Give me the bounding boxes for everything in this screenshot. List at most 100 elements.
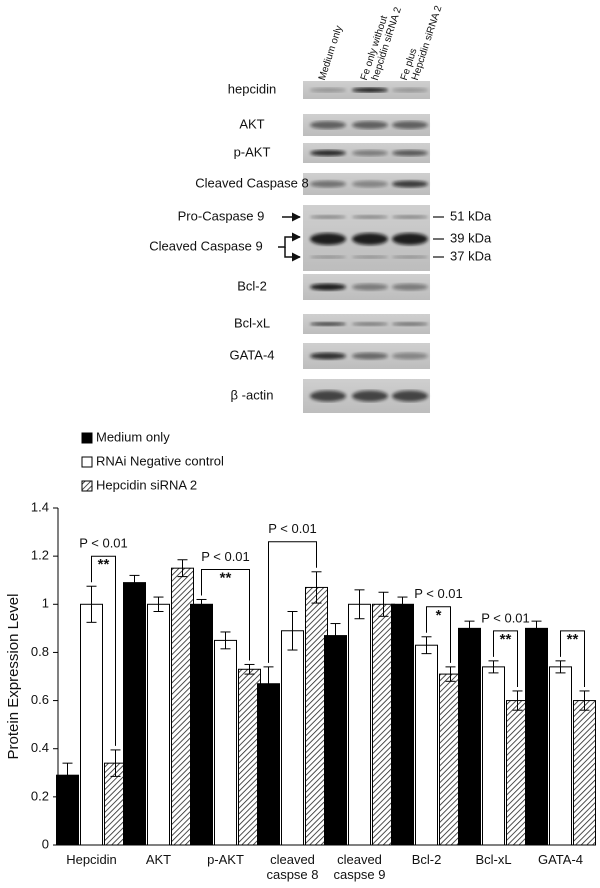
bar (324, 635, 347, 846)
bar (348, 603, 371, 846)
bar (214, 639, 237, 846)
y-tick-label: 0.8 (31, 644, 49, 659)
p-value: P < 0.01 (481, 610, 530, 625)
blot-row-label: Cleaved Caspase 8 (195, 175, 308, 190)
significance-bracket (426, 606, 451, 663)
significance-stars: ** (567, 631, 579, 648)
blot-row-label: Cleaved Caspase 9 (149, 238, 262, 253)
blot-band (352, 180, 388, 188)
marker-label: 37 kDa (450, 248, 492, 263)
significance-bracket (493, 630, 518, 687)
blot-band (392, 150, 428, 156)
error-bar (445, 666, 456, 682)
x-tick-label: Bcl-2 (411, 852, 442, 867)
error-bar (354, 589, 365, 620)
blot-band (352, 283, 388, 291)
blot-band (392, 390, 428, 402)
bar (573, 700, 596, 846)
y-tick-label: 0 (42, 836, 49, 851)
error-bar (196, 598, 207, 610)
blot-band (392, 215, 428, 219)
error-bar (579, 690, 590, 711)
marker-label: 51 kDa (450, 208, 492, 223)
bar (391, 603, 414, 846)
blot-band (352, 215, 388, 219)
lane-label: Medium only (317, 24, 345, 81)
blot-band (310, 322, 346, 326)
blot-row-label: GATA-4 (229, 347, 274, 362)
blot-row-label: β -actin (231, 387, 274, 402)
error-bar (488, 660, 499, 674)
blot-band (392, 255, 428, 259)
blot-row-label: Pro-Caspase 9 (178, 208, 265, 223)
error-bar (311, 571, 322, 604)
p-value: P < 0.01 (268, 521, 317, 536)
blot-row-label: hepcidin (228, 81, 276, 96)
significance-stars: ** (98, 556, 110, 573)
blot-band (352, 352, 388, 360)
legend-swatch (81, 432, 93, 444)
error-bar (129, 574, 140, 591)
significance-stars: ** (220, 569, 232, 586)
legend-label: Medium only (96, 429, 170, 444)
error-bar (110, 749, 121, 777)
error-bar (464, 620, 475, 637)
blot-row-label: p-AKT (234, 144, 271, 159)
blot-band (392, 121, 428, 129)
error-bar (397, 596, 408, 613)
x-tick-label: GATA-4 (537, 852, 584, 867)
bar (549, 666, 572, 846)
lane-label: Hepcidin siRNA 2 (410, 4, 445, 82)
x-tick-label: p-AKT (207, 852, 244, 867)
bar (458, 627, 481, 846)
error-bar (378, 591, 389, 617)
bar (190, 603, 213, 846)
significance-stars: * (436, 607, 442, 624)
error-bar (62, 762, 73, 788)
p-value: P < 0.01 (414, 586, 463, 601)
y-tick-label: 1.4 (31, 499, 49, 514)
x-tick-label: Bcl-xL (475, 852, 512, 867)
significance-bracket (560, 630, 585, 687)
bar (123, 582, 146, 846)
error-bar (244, 663, 255, 675)
y-tick-label: 0.2 (31, 788, 49, 803)
bar (482, 666, 505, 846)
blot-band (352, 390, 388, 402)
blot-band (352, 121, 388, 129)
bar (257, 683, 280, 846)
x-tick-label: cleaved caspse 9 (333, 852, 386, 882)
error-bar (531, 620, 542, 637)
blot-row-label: Bcl-2 (237, 278, 267, 293)
blot-band (352, 233, 388, 245)
error-bar (220, 631, 231, 650)
y-tick-label: 1.2 (31, 548, 49, 563)
legend-label: RNAi Negative control (96, 453, 224, 468)
blot-band (310, 87, 346, 93)
marker-label: 39 kDa (450, 230, 492, 245)
bar (281, 630, 304, 846)
bracket-arrow (284, 247, 301, 262)
legend-swatch (81, 480, 93, 492)
significance-bracket (91, 555, 116, 746)
p-value: P < 0.01 (201, 549, 250, 564)
bar (415, 644, 438, 846)
p-value: P < 0.01 (79, 536, 128, 551)
significance-stars: ** (500, 631, 512, 648)
bracket-arrow (278, 232, 301, 248)
bar (80, 603, 103, 846)
blot-band (352, 322, 388, 326)
significance-bracket (201, 568, 250, 661)
error-bar (512, 690, 523, 711)
blot-band (392, 283, 428, 291)
error-bar (177, 559, 188, 578)
blot-row-label: AKT (239, 116, 264, 131)
legend-swatch (81, 456, 93, 468)
blot-row-label: Bcl-xL (234, 315, 270, 330)
blot-band (310, 215, 346, 219)
blot-band (310, 352, 346, 360)
error-bar (287, 611, 298, 651)
error-bar (263, 666, 274, 702)
